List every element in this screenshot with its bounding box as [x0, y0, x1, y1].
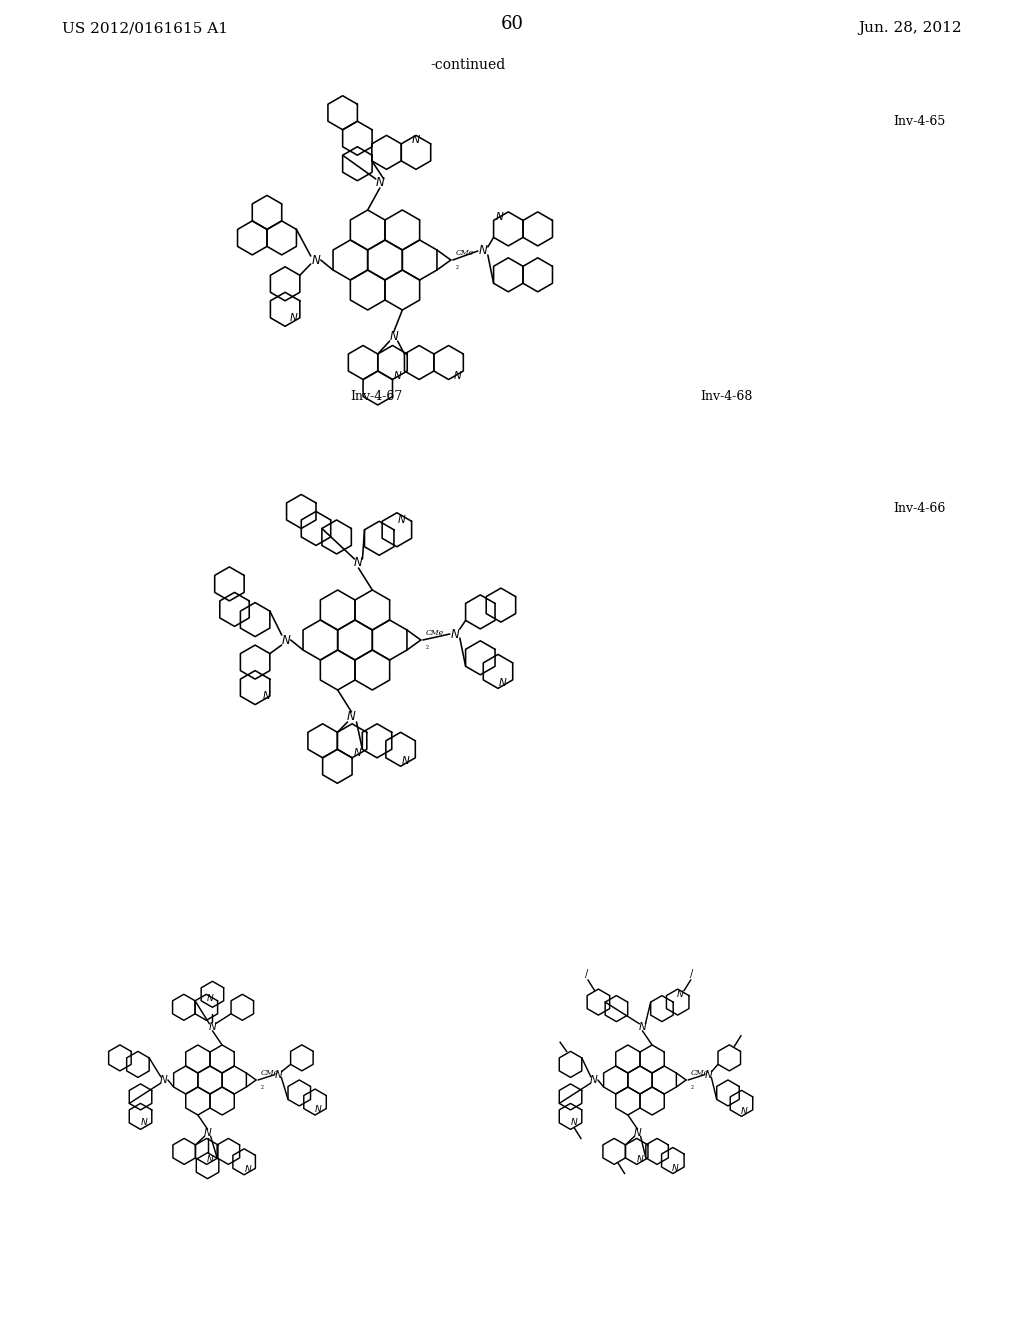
Text: N: N: [677, 990, 684, 999]
Text: N: N: [274, 1069, 283, 1080]
Text: N: N: [412, 136, 420, 145]
Text: Inv-4-66: Inv-4-66: [893, 502, 945, 515]
Text: Inv-4-65: Inv-4-65: [893, 115, 945, 128]
Text: N: N: [500, 678, 507, 688]
Text: N: N: [207, 994, 214, 1003]
Text: N: N: [311, 253, 321, 267]
Text: ₂: ₂: [456, 263, 459, 271]
Text: N: N: [634, 1129, 641, 1138]
Text: -continued: -continued: [430, 58, 505, 73]
Text: N: N: [451, 627, 459, 640]
Text: N: N: [209, 1022, 216, 1032]
Text: N: N: [207, 1155, 214, 1164]
Text: N: N: [245, 1166, 252, 1173]
Text: N: N: [401, 756, 410, 766]
Text: N: N: [354, 557, 362, 569]
Text: CMe: CMe: [456, 249, 474, 257]
Text: N: N: [639, 1022, 646, 1032]
Text: N: N: [454, 371, 461, 381]
Text: N: N: [672, 1164, 679, 1172]
Text: N: N: [740, 1106, 748, 1115]
Text: CMe: CMe: [426, 630, 444, 638]
Text: N: N: [282, 634, 290, 647]
Text: ₂: ₂: [261, 1082, 264, 1092]
Text: N: N: [314, 1105, 321, 1114]
Text: /: /: [690, 969, 693, 978]
Text: ₂: ₂: [426, 643, 429, 651]
Text: N: N: [141, 1118, 147, 1127]
Text: N: N: [389, 330, 398, 343]
Text: N: N: [204, 1129, 211, 1138]
Text: N: N: [637, 1155, 644, 1164]
Text: N: N: [496, 213, 504, 222]
Text: CMe: CMe: [261, 1069, 280, 1077]
Text: US 2012/0161615 A1: US 2012/0161615 A1: [62, 21, 228, 36]
Text: N: N: [353, 747, 361, 758]
Text: 60: 60: [501, 15, 523, 33]
Text: N: N: [398, 515, 406, 524]
Text: ₂: ₂: [691, 1082, 694, 1092]
Text: N: N: [347, 710, 356, 723]
Text: N: N: [590, 1074, 598, 1085]
Text: N: N: [478, 244, 487, 257]
Text: N: N: [376, 177, 384, 190]
Text: N: N: [571, 1118, 578, 1127]
Text: N: N: [263, 692, 270, 701]
Text: N: N: [290, 313, 298, 323]
Text: Jun. 28, 2012: Jun. 28, 2012: [858, 21, 962, 36]
Text: N: N: [160, 1074, 168, 1085]
Text: Inv-4-67: Inv-4-67: [350, 389, 402, 403]
Text: CMe: CMe: [691, 1069, 710, 1077]
Text: N: N: [394, 371, 401, 381]
Text: N: N: [705, 1069, 713, 1080]
Text: Inv-4-68: Inv-4-68: [700, 389, 753, 403]
Text: /: /: [585, 969, 589, 978]
